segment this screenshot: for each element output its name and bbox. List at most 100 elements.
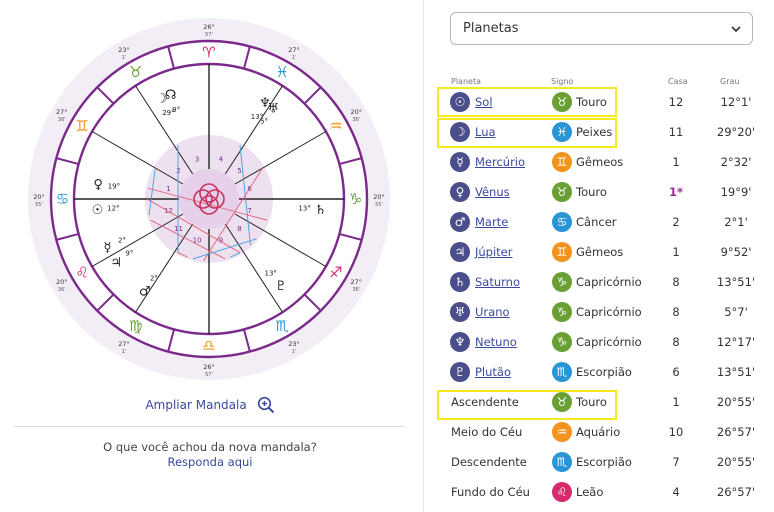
house-number: 1 — [166, 185, 170, 193]
zodiac-sign-glyph: ♓ — [276, 63, 289, 81]
zodiac-sign-glyph: ♈ — [202, 44, 215, 62]
aspect-line — [203, 167, 264, 262]
cusp-degree-label: 27° — [118, 340, 130, 348]
feedback-link[interactable]: Responda aqui — [167, 455, 253, 469]
zodiac-sign-glyph: ♑ — [349, 190, 362, 208]
planet-link[interactable]: Júpiter — [475, 245, 513, 259]
planet-glyph: ♃ — [110, 256, 122, 271]
planet-glyph: ♂ — [139, 285, 151, 300]
sign-label: Capricórnio — [576, 305, 642, 319]
header-degree: Grau — [720, 77, 740, 86]
house-number: 6 — [247, 185, 252, 193]
zodiac-divider — [339, 232, 362, 241]
sign-icon: ♑ — [552, 302, 572, 322]
planet-link[interactable]: Plutão — [475, 365, 512, 379]
planet-degree: 9° — [125, 250, 133, 258]
header-planet: Planeta — [451, 77, 481, 86]
cusp-degree-label: 20° — [33, 193, 45, 201]
sign-icon: ♏ — [552, 362, 572, 382]
degree-value: 12°17' — [716, 335, 756, 349]
planet-icon: ☉ — [450, 92, 470, 112]
planet-glyph: ☽ — [156, 91, 168, 106]
table-row: ♇ Plutão ♏ Escorpião 6 13°51' — [440, 358, 770, 388]
planet-degree: 19° — [108, 183, 120, 191]
zodiac-sign-glyph: ♉ — [129, 63, 142, 81]
zodiac-divider — [167, 329, 176, 352]
zoom-mandala-link[interactable]: Ampliar Mandala — [0, 396, 420, 414]
planet-link[interactable]: Vênus — [475, 185, 510, 199]
planet-degree: 2° — [150, 275, 158, 283]
sign-icon: ♑ — [552, 332, 572, 352]
zoom-label[interactable]: Ampliar Mandala — [145, 398, 247, 412]
sign-icon: ♊ — [552, 242, 572, 262]
planet-link[interactable]: Lua — [475, 125, 496, 139]
house-number: 2 — [176, 167, 180, 175]
cusp-degree-label: 23° — [118, 46, 130, 54]
degree-value: 12°1' — [720, 95, 752, 109]
house-cusp-line — [91, 131, 184, 185]
house-value: 12 — [668, 95, 684, 109]
table-row: Descendente ♏ Escorpião 7 20°55' — [440, 448, 770, 478]
planet-glyph: ☊ — [165, 88, 177, 103]
sign-label: Câncer — [576, 215, 617, 229]
cusp-minute-label: 1' — [292, 349, 297, 355]
house-value: 11 — [668, 125, 684, 139]
planet-link[interactable]: Urano — [475, 305, 510, 319]
planet-icon: ♅ — [450, 302, 470, 322]
degree-value: 13°51' — [716, 365, 756, 379]
planet-glyph: ♀ — [93, 177, 103, 192]
sign-icon: ♒ — [552, 422, 572, 442]
cusp-minute-label: 55' — [375, 202, 383, 208]
zoom-in-icon[interactable] — [257, 396, 275, 414]
planet-link[interactable]: Mercúrio — [475, 155, 526, 169]
house-number: 10 — [193, 236, 202, 244]
planets-select[interactable]: Planetas — [450, 12, 753, 45]
house-cusp-line — [91, 213, 184, 267]
house-value: 2 — [672, 215, 680, 229]
house-cusp-line — [135, 223, 194, 313]
chevron-down-icon — [731, 26, 741, 33]
center-knot-ring — [205, 189, 225, 209]
planet-link[interactable]: Marte — [475, 215, 509, 229]
point-label: Ascendente — [451, 395, 519, 409]
house-value: 8 — [672, 305, 680, 319]
cusp-minute-label: 36' — [352, 287, 360, 293]
aspect-line — [177, 252, 188, 258]
planet-link[interactable]: Sol — [475, 95, 493, 109]
aspect-line — [230, 252, 241, 258]
cusp-minute-label: 36' — [58, 287, 66, 293]
aspect-line — [192, 238, 257, 260]
cusp-degree-label: 26° — [203, 23, 215, 31]
zodiac-sign-glyph: ♍ — [129, 317, 142, 335]
planet-icon: ♇ — [450, 362, 470, 382]
planet-degree: 29° — [162, 109, 174, 117]
header-house: Casa — [668, 77, 688, 86]
sign-label: Gêmeos — [576, 245, 624, 259]
point-label: Descendente — [451, 455, 527, 469]
zodiac-divider — [303, 293, 322, 312]
planet-degree: 5° — [260, 117, 268, 125]
degree-value: 20°55' — [716, 395, 756, 409]
planet-icon: ♂ — [450, 212, 470, 232]
table-row: ♂ Marte ♋ Câncer 2 2°1' — [440, 208, 770, 238]
cusp-minute-label: 1' — [292, 55, 297, 61]
planet-link[interactable]: Netuno — [475, 335, 517, 349]
zodiac-divider — [303, 86, 322, 105]
cusp-degree-label: 27° — [350, 278, 362, 286]
planet-glyph: ♅ — [267, 101, 279, 116]
house-number: 11 — [174, 225, 183, 233]
house-cusp-line — [224, 85, 283, 175]
zodiac-sign-glyph: ♏ — [276, 317, 290, 335]
zodiac-sign-glyph: ♎ — [202, 337, 215, 355]
cusp-degree-label: 20° — [56, 278, 68, 286]
feedback-question: O que você achou da nova mandala? — [103, 440, 317, 454]
sign-icon: ♓ — [552, 122, 572, 142]
house-value: 1 — [672, 395, 680, 409]
planet-link[interactable]: Saturno — [475, 275, 520, 289]
sign-label: Gêmeos — [576, 155, 624, 169]
house-value: 6 — [672, 365, 680, 379]
astrology-mandala[interactable]: ♈♉♊♋♌♍♎♏♐♑♒♓26°57'27°1'20°36'20°55'27°36… — [26, 14, 392, 384]
cusp-minute-label: 1' — [122, 55, 127, 61]
house-value: 8 — [672, 335, 680, 349]
planet-icon: ☿ — [450, 152, 470, 172]
